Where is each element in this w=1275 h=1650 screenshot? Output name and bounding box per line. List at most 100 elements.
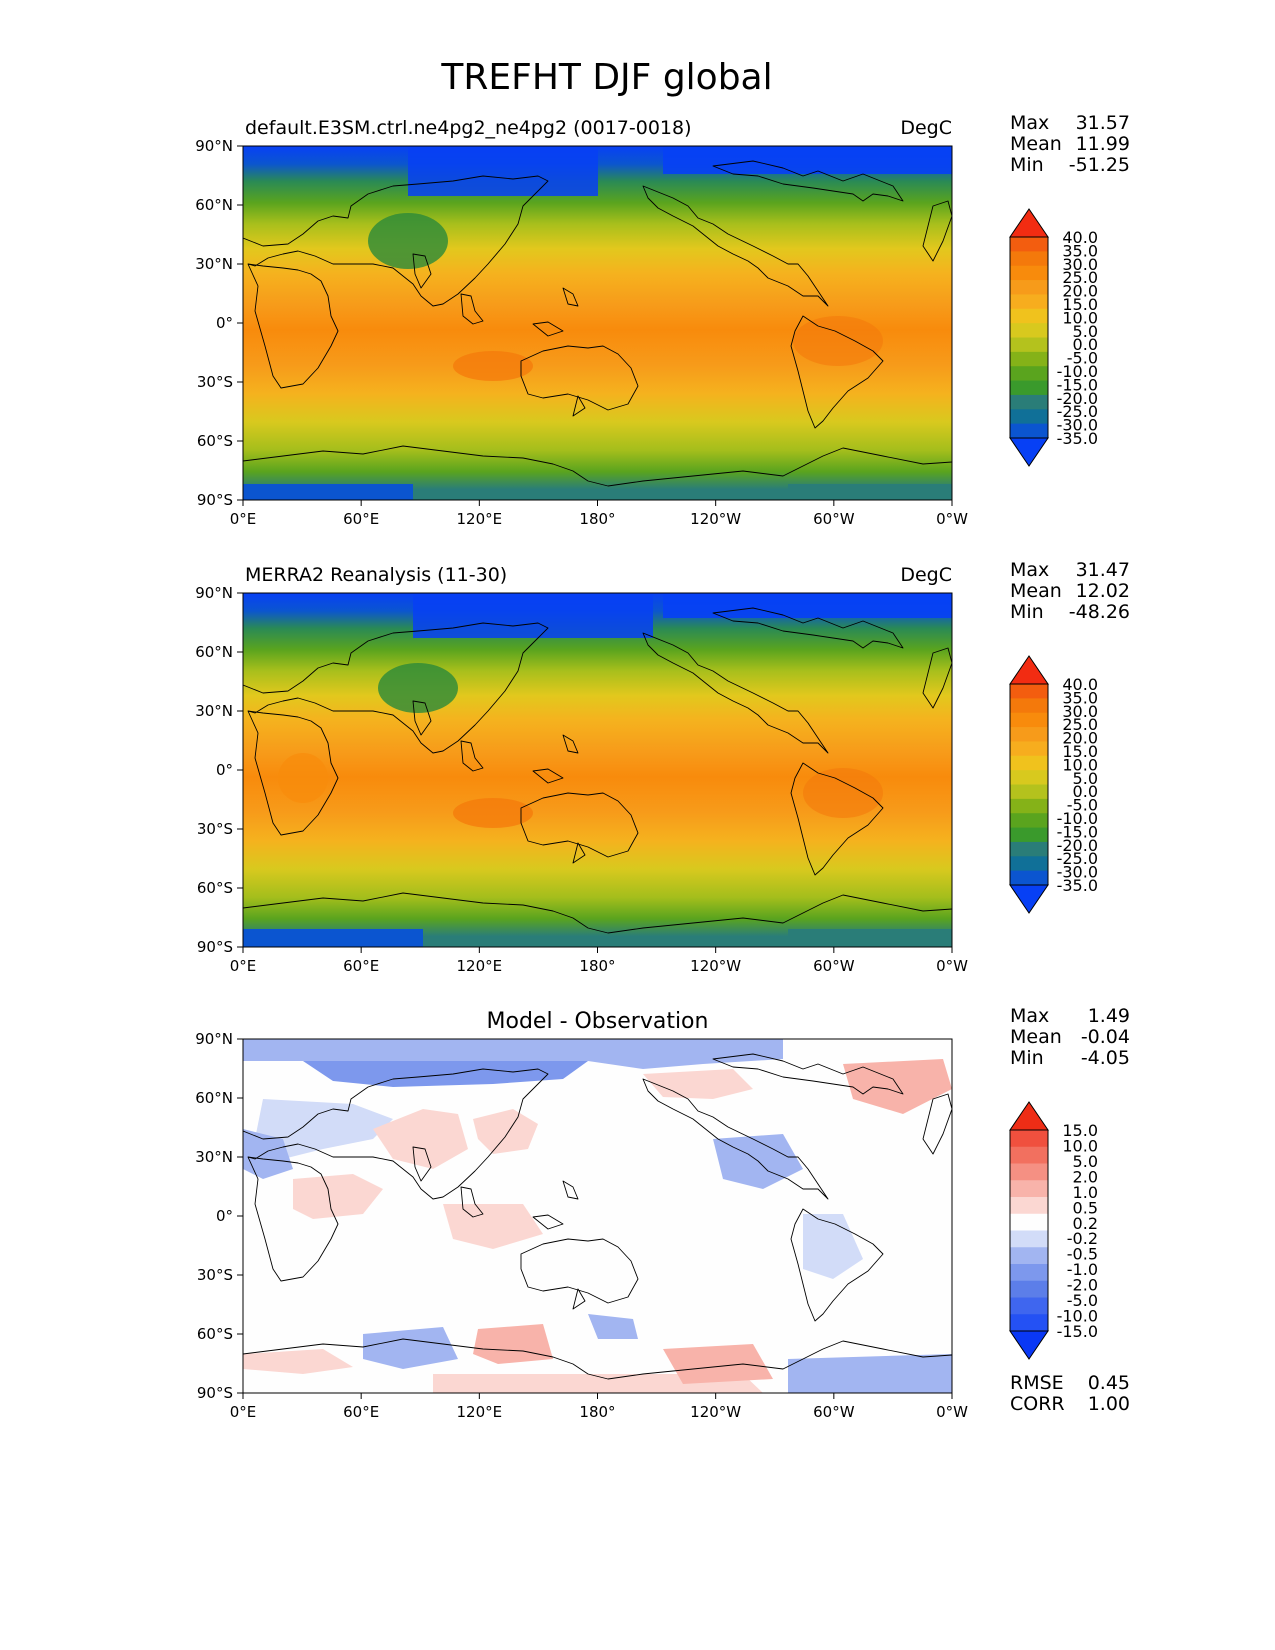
colorbar-segment [1010,1213,1048,1231]
panel-difference [242,1038,953,1394]
stat-value: 0.45 [1088,1372,1130,1394]
colorbar-label: -5.0 [1067,1291,1098,1310]
colorbar-segment [1010,841,1048,857]
lon-tick-label: 60°W [813,510,855,528]
lat-tick-label: 0° [216,1207,233,1225]
colorbar-segment [1010,813,1048,829]
colorbar-label: 2.0 [1073,1167,1098,1186]
lat-tick-label: 30°N [195,1148,233,1166]
lon-tick-label: 60°E [343,957,379,975]
coastlines [243,607,952,934]
lon-tick-label: 0°W [936,957,968,975]
colorbar-segment [1010,265,1048,281]
colorbar-label: 1.0 [1073,1183,1098,1202]
colorbar-segment [1010,280,1048,295]
lat-tick-label: 60°S [197,432,233,450]
lon-tick-label: 0°W [936,510,968,528]
coastlines [243,1053,952,1380]
colorbar-label: -10.0 [1057,1307,1098,1326]
lon-tick-label: 180° [579,1403,615,1421]
colorbar-extend-top [1009,655,1049,685]
lon-tick-label: 180° [579,510,615,528]
colorbar-label: -30.0 [1057,863,1098,882]
stat-label: Mean [1010,1026,1062,1048]
panel-units: DegC [900,564,952,586]
colorbar-segment [1010,712,1048,728]
lat-tick-label: 30°N [195,702,233,720]
stat-label: Min [1010,601,1044,623]
figure-title: TREFHT DJF global [440,57,772,98]
lat-tick-label: 60°N [195,196,233,214]
lat-tick-label: 0° [216,314,233,332]
stat-value: 31.57 [1076,112,1130,134]
lon-tick-label: 120°W [690,957,741,975]
lon-tick-label: 60°W [813,957,855,975]
colorbar-label: 5.0 [1073,769,1098,788]
colorbar-label: 25.0 [1062,268,1098,287]
colorbar-label: 20.0 [1062,729,1098,748]
panel-title: Model - Observation [487,1009,709,1034]
panel-title: MERRA2 Reanalysis (11-30) [245,564,507,586]
colorbar-segment [1010,870,1048,886]
panel-reference [242,592,953,948]
colorbar-label: -0.5 [1067,1245,1098,1264]
colorbar-segment [1010,1314,1048,1332]
colorbar-label: 15.0 [1062,295,1098,314]
colorbar-segment [1010,784,1048,800]
lon-tick-label: 60°E [343,510,379,528]
colorbar-label: -1.0 [1067,1260,1098,1279]
colorbar-label: 5.0 [1073,322,1098,341]
stat-label: RMSE [1010,1372,1064,1394]
stat-label: Max [1010,112,1049,134]
colorbar-label: -30.0 [1057,416,1098,435]
colorbar-segment [1010,856,1048,872]
colorbar-label: -20.0 [1057,389,1098,408]
colorbar-segment [1010,351,1048,367]
lat-tick-label: 60°N [195,643,233,661]
colorbar-segment [1010,409,1048,425]
colorbar-label: 35.0 [1062,688,1098,707]
colorbar-segment [1010,323,1048,338]
stat-value: 11.99 [1076,133,1130,155]
colorbar-frame [1009,1129,1049,1332]
colorbar-label: 30.0 [1062,702,1098,721]
colorbar-label: 30.0 [1062,255,1098,274]
colorbar-segment [1010,827,1048,843]
lat-tick-label: 90°N [195,1030,233,1048]
colorbar-label: 0.5 [1073,1198,1098,1217]
colorbar-extend-bottom [1009,1330,1049,1360]
colorbar-segment [1010,1146,1048,1164]
colorbar-segment [1010,366,1048,382]
colorbar-segment [1010,294,1048,310]
colorbar-segment [1010,755,1048,771]
lat-tick-label: 30°S [197,373,233,391]
colorbar-segment [1010,1130,1048,1148]
stat-value: 31.47 [1076,559,1130,581]
colorbar-label: -2.0 [1067,1276,1098,1295]
lon-tick-label: 60°W [813,1403,855,1421]
lon-tick-label: 120°W [690,1403,741,1421]
stat-value: -4.05 [1081,1047,1130,1069]
colorbar-segment [1010,698,1048,714]
colorbar-label: -25.0 [1057,402,1098,421]
colorbar-label: -10.0 [1057,362,1098,381]
colorbar-segment [1010,727,1048,742]
colorbar-label: 25.0 [1062,715,1098,734]
colorbar-segment [1010,1264,1048,1282]
colorbar-segment [1010,1180,1048,1198]
lat-tick-label: 30°S [197,820,233,838]
colorbar-segment [1010,337,1048,353]
colorbar-segment [1010,394,1048,410]
colorbar-label: 40.0 [1062,675,1098,694]
lat-tick-label: 30°S [197,1266,233,1284]
colorbar-segment [1010,798,1048,814]
stat-value: 12.02 [1076,580,1130,602]
colorbar-label: 10.0 [1062,1136,1098,1155]
panel-title: default.E3SM.ctrl.ne4pg2_ne4pg2 (0017-00… [245,117,692,139]
lat-tick-label: 60°S [197,879,233,897]
colorbar-label: 5.0 [1073,1152,1098,1171]
lon-tick-label: 0°W [936,1403,968,1421]
colorbar-extend-top [1009,1101,1049,1131]
panel-units: DegC [900,117,952,139]
